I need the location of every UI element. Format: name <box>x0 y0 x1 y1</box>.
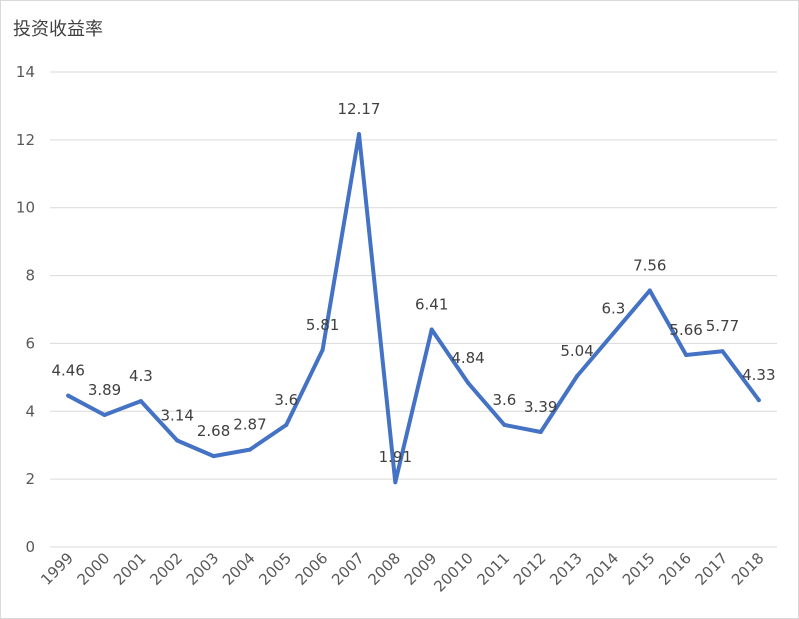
data-label: 3.6 <box>492 391 516 409</box>
y-tick-label: 6 <box>25 334 35 352</box>
data-label: 4.33 <box>742 366 775 384</box>
data-label: 1.91 <box>379 448 412 466</box>
data-point <box>502 422 507 427</box>
data-point <box>66 393 71 398</box>
data-point <box>356 132 361 137</box>
data-label: 2.87 <box>233 416 266 434</box>
x-tick-label: 2014 <box>583 549 623 589</box>
data-label: 5.04 <box>560 342 593 360</box>
data-point <box>466 380 471 385</box>
y-tick-label: 14 <box>16 63 35 81</box>
data-point <box>211 454 216 459</box>
data-label: 3.14 <box>161 406 194 424</box>
x-tick-label: 2017 <box>692 549 732 589</box>
data-label: 4.46 <box>51 362 84 380</box>
data-point <box>102 413 107 418</box>
data-point <box>538 429 543 434</box>
x-tick-label: 2000 <box>74 549 114 589</box>
data-label: 2.68 <box>197 422 230 440</box>
x-tick-label: 1999 <box>37 549 77 589</box>
data-point <box>756 398 761 403</box>
data-label: 6.41 <box>415 296 448 314</box>
x-tick-label: 2005 <box>255 549 295 589</box>
x-tick-label: 2007 <box>328 549 368 589</box>
y-tick-label: 4 <box>25 402 35 420</box>
x-tick-label: 2008 <box>364 549 404 589</box>
y-tick-label: 10 <box>16 199 35 217</box>
data-point <box>611 331 616 336</box>
data-label: 5.77 <box>706 317 739 335</box>
x-tick-label: 2001 <box>110 549 150 589</box>
data-label: 4.3 <box>129 367 153 385</box>
x-tick-label: 2013 <box>546 549 586 589</box>
data-point <box>175 438 180 443</box>
data-point <box>647 288 652 293</box>
data-point <box>684 352 689 357</box>
data-label: 5.66 <box>669 321 702 339</box>
y-tick-label: 2 <box>25 470 35 488</box>
data-point <box>320 347 325 352</box>
data-label: 4.84 <box>451 349 484 367</box>
data-label: 3.89 <box>88 381 121 399</box>
x-tick-label: 2003 <box>183 549 223 589</box>
chart-title: 投资收益率 <box>13 19 103 40</box>
data-point <box>429 327 434 332</box>
x-tick-label: 2015 <box>619 549 659 589</box>
data-label: 3.39 <box>524 398 557 416</box>
data-label: 6.3 <box>601 299 625 317</box>
x-tick-label: 2016 <box>655 549 695 589</box>
data-point <box>138 399 143 404</box>
x-tick-label: 2004 <box>219 549 259 589</box>
x-tick-label: 2018 <box>728 549 768 589</box>
y-tick-label: 0 <box>25 538 35 556</box>
data-point <box>247 447 252 452</box>
data-label: 7.56 <box>633 257 666 275</box>
y-tick-label: 8 <box>25 267 35 285</box>
data-label: 3.6 <box>274 391 298 409</box>
data-label: 5.81 <box>306 316 339 334</box>
data-label: 12.17 <box>337 100 380 118</box>
data-point <box>720 349 725 354</box>
x-tick-label: 2011 <box>473 549 513 589</box>
data-point <box>284 422 289 427</box>
data-point <box>575 374 580 378</box>
series-line <box>66 132 761 485</box>
x-tick-label: 2002 <box>146 549 186 589</box>
x-tick-label: 2006 <box>292 549 332 589</box>
y-tick-label: 12 <box>16 131 35 149</box>
x-tick-label: 20010 <box>430 549 476 595</box>
data-point <box>393 480 398 485</box>
x-tick-label: 2012 <box>510 549 550 589</box>
